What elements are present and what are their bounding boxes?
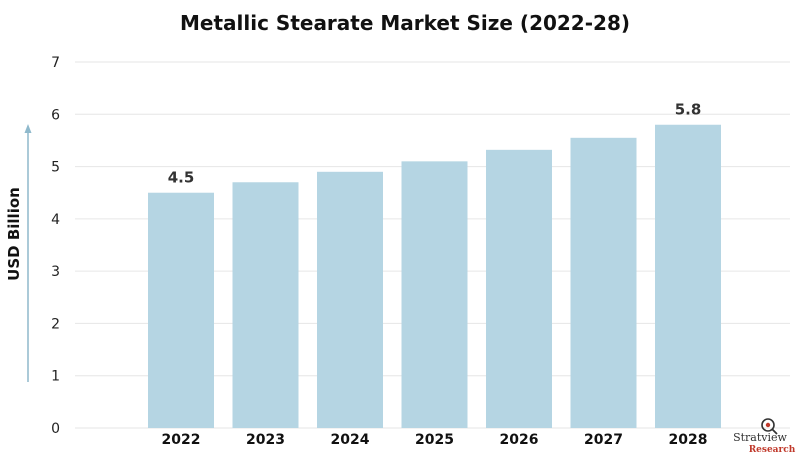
- y-tick-label: 0: [51, 421, 60, 437]
- y-tick-label: 3: [51, 264, 60, 280]
- y-tick-label: 6: [51, 107, 60, 123]
- data-label: 4.5: [168, 169, 195, 187]
- data-label: 5.8: [675, 101, 702, 119]
- y-tick-label: 1: [51, 369, 60, 385]
- magnifier-icon: [761, 418, 775, 432]
- stratview-logo: Stratview Research: [733, 418, 796, 455]
- x-axis-ticks: 2022 2023 2024 2025 2026 2027 2028: [162, 432, 708, 448]
- x-tick-label: 2025: [415, 432, 454, 448]
- y-tick-label: 5: [51, 160, 60, 176]
- bar-2028: [655, 124, 721, 428]
- logo-text: Stratview: [733, 431, 787, 444]
- y-axis-ticks: 0 1 2 3 4 5 6 7: [51, 55, 60, 437]
- chart-title: Metallic Stearate Market Size (2022-28): [180, 11, 630, 35]
- data-labels: 4.5 5.8: [168, 101, 702, 187]
- bar-2024: [317, 171, 383, 429]
- x-tick-label: 2022: [162, 432, 201, 448]
- bar-2027: [570, 137, 637, 429]
- bar-2022: [148, 192, 214, 428]
- y-axis-label: USD Billion: [5, 187, 23, 281]
- bars: [148, 124, 721, 429]
- bar-2023: [232, 182, 299, 428]
- x-tick-label: 2023: [246, 432, 285, 448]
- bar-2025: [401, 161, 468, 429]
- x-tick-label: 2024: [331, 432, 370, 448]
- y-tick-label: 4: [51, 212, 60, 228]
- bar-2026: [486, 149, 552, 428]
- x-tick-label: 2026: [500, 432, 539, 448]
- y-tick-label: 2: [51, 316, 60, 332]
- x-tick-label: 2027: [584, 432, 623, 448]
- x-tick-label: 2028: [669, 432, 708, 448]
- y-tick-label: 7: [51, 55, 60, 71]
- y-axis-arrow: [24, 124, 32, 382]
- logo-subtext: Research: [749, 445, 796, 455]
